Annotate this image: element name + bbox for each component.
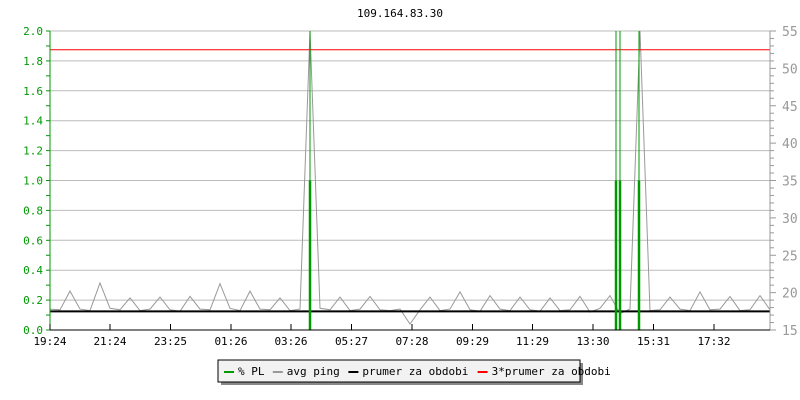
x-tick-label: 05:27 [335, 335, 368, 348]
y-right-tick-label: 25 [782, 249, 798, 264]
x-tick-label: 03:26 [274, 335, 307, 348]
y-left-tick-label: 2.0 [23, 25, 43, 38]
x-tick-label: 23:25 [154, 335, 187, 348]
y-left-tick-label: 1.0 [23, 175, 43, 188]
legend-label: % PL [238, 365, 265, 378]
x-tick-label: 21:24 [93, 335, 126, 348]
y-right-tick-label: 40 [782, 137, 798, 152]
grid [50, 30, 770, 301]
x-tick-label: 17:32 [697, 335, 730, 348]
legend-label: avg ping [287, 365, 340, 378]
axes: 0.0 0.2 0.4 0.6 0.8 1.0 1.2 1.4 1.6 1.8 2.0 15 20 25 3… [23, 25, 798, 348]
x-tick-label: 07:28 [395, 335, 428, 348]
y-left-tick-label: 0.2 [23, 294, 43, 307]
y-left-tick-label: 1.8 [23, 55, 43, 68]
y-left-tick-label: 0.0 [23, 324, 43, 337]
legend: % PL avg ping prumer za obdobi 3*prumer za … [217, 359, 611, 385]
y-right-tick-label: 15 [782, 324, 798, 339]
y-left-tick-label: 1.6 [23, 85, 43, 98]
chart-title: 109.164.83.30 [357, 7, 443, 20]
y-left-tick-label: 0.8 [23, 204, 43, 217]
y-left-tick-label: 0.6 [23, 234, 43, 247]
legend-box [217, 359, 581, 383]
x-tick-label: 19:24 [33, 335, 66, 348]
x-tick-label: 15:31 [637, 335, 670, 348]
y-right-tick-label: 50 [782, 62, 798, 77]
y-left-tick-label: 0.4 [23, 264, 43, 277]
y-right-tick-label: 20 [782, 287, 798, 302]
x-tick-label: 01:26 [214, 335, 247, 348]
x-tick-label: 13:30 [576, 335, 609, 348]
y-left-tick-label: 1.2 [23, 145, 43, 158]
y-right-tick-label: 35 [782, 175, 798, 190]
y-right-tick-label: 55 [782, 25, 798, 40]
y-right-tick-label: 30 [782, 212, 798, 227]
y-left-tick-label: 1.4 [23, 115, 43, 128]
x-tick-label: 11:29 [516, 335, 549, 348]
avg-ping-line [49, 30, 771, 325]
y-right-tick-label: 45 [782, 100, 798, 115]
legend-label: 3*prumer za obdobi [492, 365, 611, 378]
legend-label: prumer za obdobi [362, 365, 468, 378]
x-tick-label: 09:29 [456, 335, 489, 348]
series-layer [49, 30, 771, 330]
